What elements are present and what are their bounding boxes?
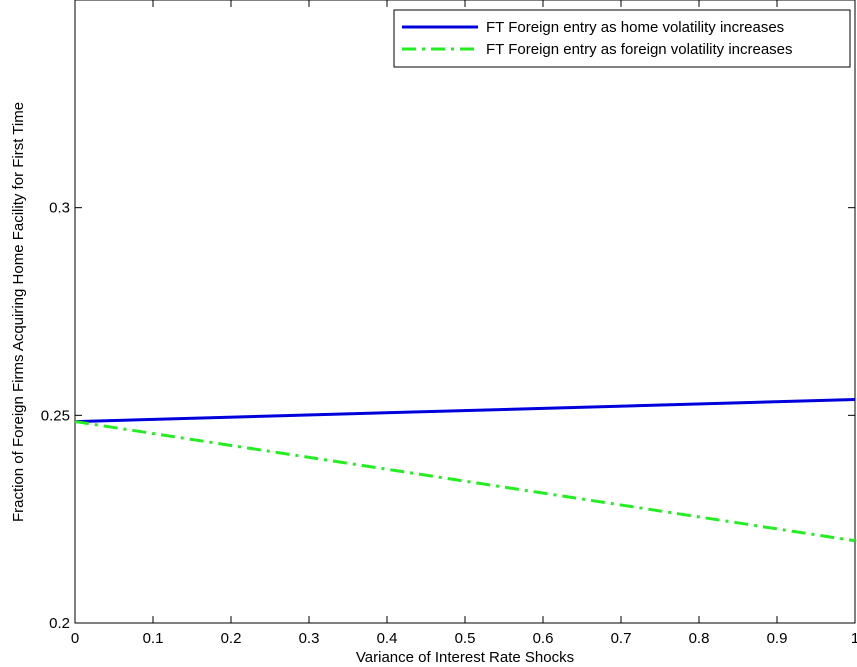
series-line-1: [74, 398, 856, 424]
y-tick-label: 0.3: [49, 200, 70, 217]
x-tick-label: 0.6: [533, 630, 554, 647]
plot-area: [74, 0, 856, 624]
x-axis-ticks: 0 0.1 0.2 0.3 0.4 0.5 0.6 0.7 0.8 0.9 1: [71, 0, 857, 647]
x-axis-label: Variance of Interest Rate Shocks: [356, 649, 574, 666]
legend: FT Foreign entry as home volatility incr…: [393, 9, 851, 68]
x-tick-label: 0: [71, 630, 79, 647]
x-tick-label: 0.2: [221, 630, 242, 647]
x-tick-label: 0.4: [377, 630, 398, 647]
x-tick-label: 1: [851, 630, 857, 647]
series-lines: [74, 398, 856, 543]
x-tick-label: 0.9: [767, 630, 788, 647]
legend-box: [393, 9, 851, 68]
y-tick-label: 0.2: [49, 615, 70, 632]
x-tick-label: 0.1: [143, 630, 164, 647]
legend-label-2: FT Foreign entry as foreign volatility i…: [486, 41, 793, 58]
x-tick-label: 0.8: [689, 630, 710, 647]
x-tick-label: 0.3: [299, 630, 320, 647]
y-axis-ticks: 0.2 0.25 0.3: [41, 200, 855, 632]
x-tick-label: 0.7: [611, 630, 632, 647]
legend-label-1: FT Foreign entry as home volatility incr…: [486, 19, 784, 36]
y-tick-label: 0.25: [41, 407, 70, 424]
y-axis-label: Fraction of Foreign Firms Acquiring Home…: [10, 102, 27, 522]
x-tick-label: 0.5: [455, 630, 476, 647]
